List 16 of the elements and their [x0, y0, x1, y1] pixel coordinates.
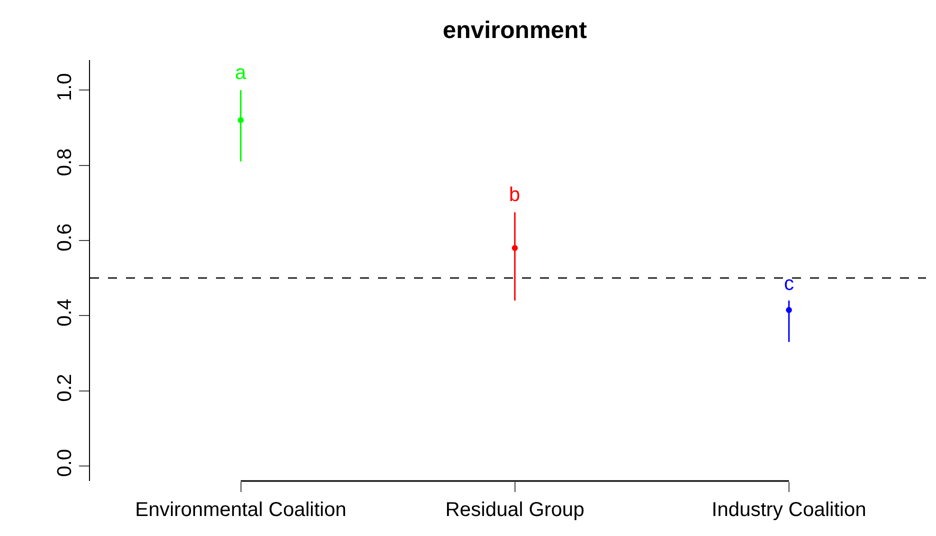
annotation: a	[235, 62, 247, 84]
point	[238, 117, 244, 124]
annotation: c	[784, 273, 794, 295]
point	[786, 306, 792, 313]
annotation: b	[509, 184, 520, 206]
y-tick-label: 0.6	[54, 224, 76, 252]
x-tick-label: Industry Coalition	[712, 499, 866, 521]
x-tick-label: Residual Group	[445, 499, 584, 521]
y-tick-label: 0.8	[54, 148, 76, 176]
chart-title: environment	[442, 17, 587, 44]
y-tick-label: 0.4	[54, 298, 76, 327]
y-tick-label: 0.0	[54, 449, 76, 477]
x-tick-label: Environmental Coalition	[135, 499, 346, 521]
y-tick-label: 0.2	[54, 374, 76, 402]
y-tick-label: 1.0	[54, 73, 76, 101]
point	[512, 244, 518, 251]
